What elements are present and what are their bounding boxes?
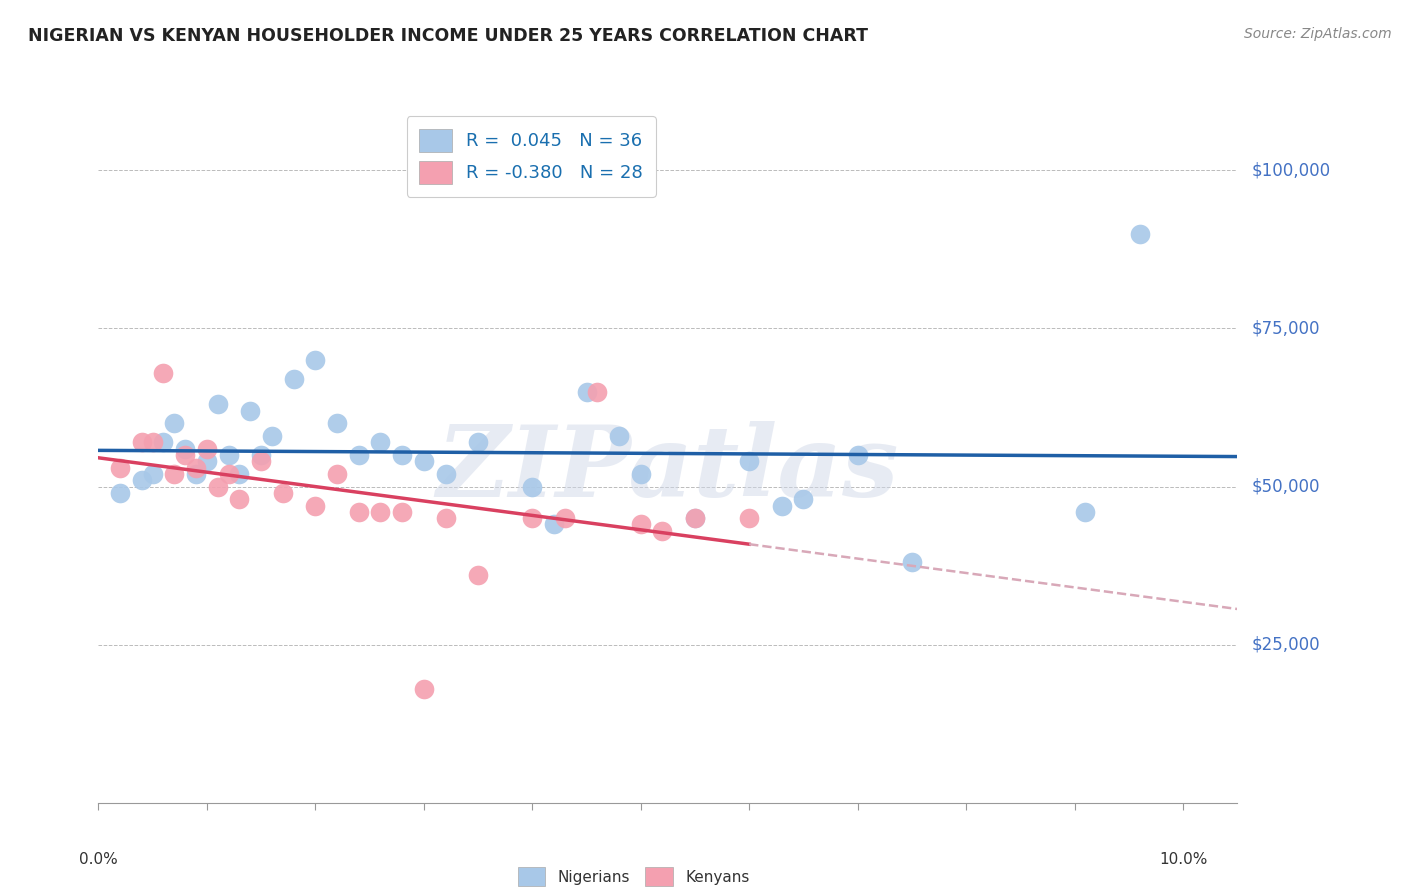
Point: [391, 505, 413, 519]
Point: [370, 435, 392, 450]
Point: [152, 435, 174, 450]
Point: [184, 460, 207, 475]
Point: [901, 556, 924, 570]
Point: [250, 448, 273, 462]
Point: [586, 384, 609, 399]
Point: [195, 454, 218, 468]
Point: [347, 505, 370, 519]
Point: [131, 435, 153, 450]
Text: 10.0%: 10.0%: [1159, 852, 1208, 866]
Text: $75,000: $75,000: [1251, 319, 1320, 337]
Point: [467, 435, 489, 450]
Point: [554, 511, 576, 525]
Point: [347, 448, 370, 462]
Point: [738, 454, 761, 468]
Point: [1129, 227, 1152, 241]
Point: [163, 467, 186, 481]
Point: [1074, 505, 1097, 519]
Point: [184, 467, 207, 481]
Point: [434, 511, 457, 525]
Point: [522, 511, 544, 525]
Point: [142, 435, 165, 450]
Point: [370, 505, 392, 519]
Point: [792, 492, 814, 507]
Point: [108, 460, 131, 475]
Point: [434, 467, 457, 481]
Point: [770, 499, 793, 513]
Point: [283, 372, 305, 386]
Point: [142, 467, 165, 481]
Text: $25,000: $25,000: [1251, 636, 1320, 654]
Text: NIGERIAN VS KENYAN HOUSEHOLDER INCOME UNDER 25 YEARS CORRELATION CHART: NIGERIAN VS KENYAN HOUSEHOLDER INCOME UN…: [28, 27, 868, 45]
Point: [228, 467, 250, 481]
Point: [630, 467, 652, 481]
Point: [467, 568, 489, 582]
Point: [207, 479, 229, 493]
Text: 0.0%: 0.0%: [79, 852, 118, 866]
Point: [218, 448, 240, 462]
Point: [152, 366, 174, 380]
Point: [239, 403, 262, 417]
Point: [174, 448, 197, 462]
Text: Source: ZipAtlas.com: Source: ZipAtlas.com: [1244, 27, 1392, 41]
Point: [326, 467, 349, 481]
Point: [607, 429, 630, 443]
Point: [683, 511, 706, 525]
Point: [163, 417, 186, 431]
Point: [131, 473, 153, 487]
Point: [250, 454, 273, 468]
Text: $50,000: $50,000: [1251, 477, 1320, 496]
Point: [195, 442, 218, 456]
Point: [108, 486, 131, 500]
Point: [174, 442, 197, 456]
Point: [391, 448, 413, 462]
Point: [228, 492, 250, 507]
Point: [651, 524, 673, 538]
Point: [522, 479, 544, 493]
Point: [218, 467, 240, 481]
Point: [304, 353, 326, 368]
Point: [271, 486, 294, 500]
Point: [846, 448, 869, 462]
Point: [683, 511, 706, 525]
Point: [260, 429, 283, 443]
Point: [412, 681, 434, 696]
Legend: Nigerians, Kenyans: Nigerians, Kenyans: [512, 861, 755, 892]
Text: ZIPatlas: ZIPatlas: [437, 421, 898, 517]
Point: [304, 499, 326, 513]
Point: [575, 384, 598, 399]
Point: [630, 517, 652, 532]
Point: [412, 454, 434, 468]
Point: [207, 397, 229, 411]
Point: [738, 511, 761, 525]
Point: [326, 417, 349, 431]
Text: $100,000: $100,000: [1251, 161, 1330, 179]
Point: [543, 517, 565, 532]
